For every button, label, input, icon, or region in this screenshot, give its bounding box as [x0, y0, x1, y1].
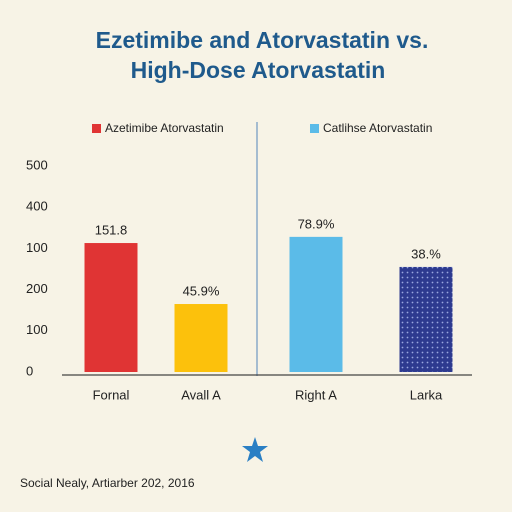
bar-label: 45.9% — [183, 283, 220, 298]
y-tick-label: 400 — [26, 199, 48, 214]
legend-swatch — [92, 124, 101, 133]
y-tick-label: 500 — [26, 157, 48, 172]
y-tick-label: 100 — [26, 240, 48, 255]
bar — [84, 243, 138, 372]
x-tick-label: Right A — [295, 387, 337, 402]
y-tick-label: 0 — [26, 363, 33, 378]
x-tick-label: Fornal — [93, 387, 130, 402]
bar — [174, 304, 228, 372]
footer: Social Nealy, Artiarber 202, 2016 — [20, 476, 195, 490]
legend-swatch — [310, 124, 319, 133]
bar — [289, 236, 343, 372]
bar — [399, 266, 453, 372]
x-tick-label: Larka — [410, 387, 443, 402]
bar-label: 78.9% — [298, 216, 335, 231]
star-icon — [242, 437, 268, 462]
y-tick-label: 100 — [26, 322, 48, 337]
chart-title: Ezetimibe and Atorvastatin vs. — [96, 27, 429, 53]
y-tick-label: 200 — [26, 281, 48, 296]
chart-title: High-Dose Atorvastatin — [131, 57, 386, 83]
legend-label: Catlihse Atorvastatin — [323, 121, 432, 135]
x-tick-label: Avall A — [181, 387, 221, 402]
bar-label: 151.8 — [95, 222, 128, 237]
bar-label: 38.% — [411, 246, 441, 261]
legend-label: Azetimibe Atorvastatin — [105, 121, 224, 135]
